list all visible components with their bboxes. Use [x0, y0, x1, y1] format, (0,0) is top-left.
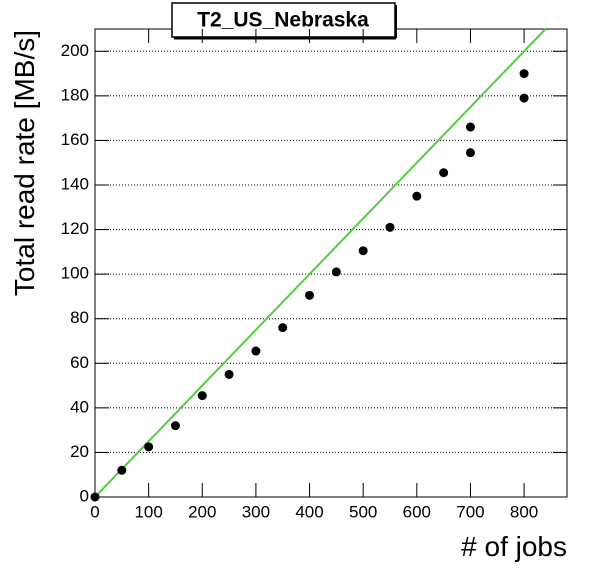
data-point	[90, 492, 100, 502]
y-tick-label: 120	[61, 219, 89, 238]
data-point	[465, 122, 475, 132]
data-point	[439, 168, 449, 178]
y-tick-label: 80	[70, 308, 89, 327]
data-point	[144, 442, 154, 452]
y-tick-label: 200	[61, 41, 89, 60]
x-tick-label: 300	[242, 502, 270, 521]
y-tick-label: 20	[70, 442, 89, 461]
data-point	[331, 267, 341, 277]
x-tick-label: 400	[295, 502, 323, 521]
x-tick-label: 200	[188, 502, 216, 521]
data-point	[117, 465, 127, 475]
data-point	[197, 391, 207, 401]
y-axis-label: Total read rate [MB/s]	[9, 30, 40, 296]
data-point	[412, 191, 422, 201]
data-point	[385, 222, 395, 232]
data-point	[465, 148, 475, 158]
title-box	[171, 2, 396, 38]
x-axis-label: # of jobs	[461, 531, 567, 562]
data-point	[358, 246, 368, 256]
y-tick-label: 140	[61, 174, 89, 193]
reference-line	[94, 28, 547, 498]
y-tick-label: 40	[70, 397, 89, 416]
x-tick-label: 800	[510, 502, 538, 521]
y-tick-label: 100	[61, 264, 89, 283]
x-tick-label: 0	[90, 502, 99, 521]
y-tick-label: 60	[70, 353, 89, 372]
data-point	[251, 346, 261, 356]
x-tick-label: 100	[134, 502, 162, 521]
data-point	[224, 369, 234, 379]
x-tick-label: 600	[403, 502, 431, 521]
x-tick-label: 700	[456, 502, 484, 521]
data-point	[305, 290, 315, 300]
data-point	[519, 69, 529, 79]
plot-frame	[94, 28, 568, 498]
x-tick-label: 500	[349, 502, 377, 521]
y-tick-label: 180	[61, 85, 89, 104]
y-tick-label: 0	[80, 486, 89, 505]
data-point	[170, 421, 180, 431]
y-tick-label: 160	[61, 130, 89, 149]
data-point	[278, 323, 288, 333]
chart-title: T2_US_Nebraska	[197, 9, 369, 32]
data-point	[519, 93, 529, 103]
